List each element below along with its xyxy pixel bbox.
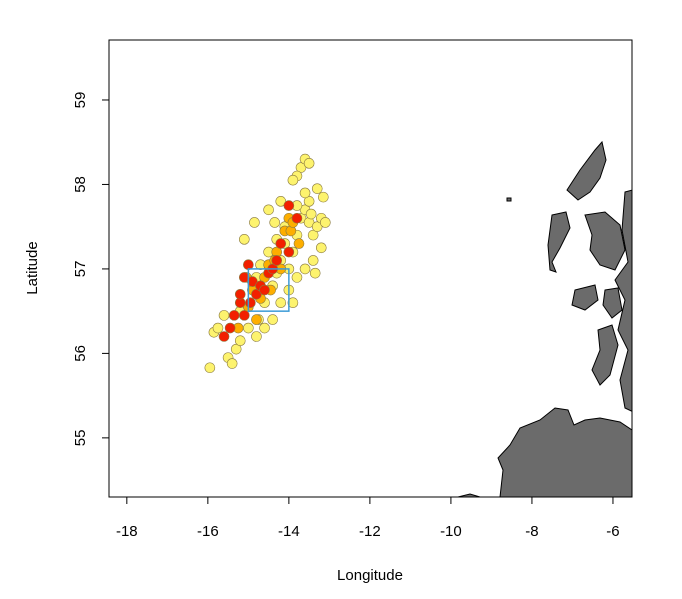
x-tick-label: -6	[606, 523, 619, 540]
y-tick-label: 59	[72, 92, 89, 109]
point	[307, 255, 319, 266]
point	[291, 272, 303, 283]
point	[309, 267, 321, 279]
point	[218, 310, 230, 321]
point	[299, 263, 311, 275]
point	[263, 204, 274, 216]
point	[303, 196, 315, 207]
point	[234, 288, 246, 300]
point	[243, 322, 254, 334]
y-tick-label: 56	[72, 345, 89, 362]
point	[299, 187, 311, 199]
point	[320, 217, 331, 228]
point	[283, 246, 295, 258]
ireland	[497, 407, 632, 497]
y-axis-label: Latitude	[24, 241, 41, 294]
point	[291, 212, 303, 224]
x-tick-label: -12	[359, 523, 381, 540]
point	[287, 297, 299, 309]
point	[251, 331, 262, 342]
land	[457, 140, 632, 497]
island	[571, 284, 599, 311]
points	[204, 153, 331, 374]
x-tick-label: -14	[278, 523, 300, 540]
island	[584, 211, 626, 271]
island	[602, 287, 623, 319]
point	[230, 343, 242, 355]
x-tick-label: -18	[116, 523, 138, 540]
point	[275, 297, 287, 309]
point	[307, 229, 319, 241]
x-tick-label: -16	[197, 523, 219, 540]
point	[287, 174, 299, 186]
point	[249, 217, 260, 228]
point	[212, 322, 224, 334]
x-tick-label: -10	[440, 523, 462, 540]
point	[228, 310, 240, 321]
island	[591, 324, 619, 386]
point	[303, 158, 315, 169]
point	[239, 234, 250, 245]
point	[239, 310, 250, 321]
point	[318, 191, 329, 203]
point	[218, 331, 230, 342]
point	[293, 238, 305, 249]
y-tick-label: 58	[72, 176, 89, 193]
point	[305, 208, 317, 220]
point	[269, 217, 280, 228]
island	[457, 493, 481, 497]
point	[283, 200, 295, 211]
point	[271, 255, 283, 266]
point	[251, 314, 262, 325]
region-box	[247, 268, 290, 312]
point	[259, 284, 270, 296]
island	[506, 197, 512, 202]
point	[224, 322, 236, 334]
island	[566, 140, 607, 201]
point	[315, 242, 327, 254]
island	[547, 211, 571, 273]
point	[275, 238, 287, 249]
x-axis-label: Longitude	[337, 567, 403, 584]
point	[226, 358, 238, 369]
mainland	[614, 189, 632, 412]
point	[259, 322, 270, 334]
point	[267, 314, 278, 325]
y-tick-label: 55	[72, 430, 89, 447]
point	[234, 335, 246, 347]
y-tick-label: 57	[72, 261, 89, 278]
point	[245, 297, 256, 309]
point	[204, 362, 216, 374]
x-tick-label: -8	[525, 523, 538, 540]
point	[311, 183, 323, 194]
